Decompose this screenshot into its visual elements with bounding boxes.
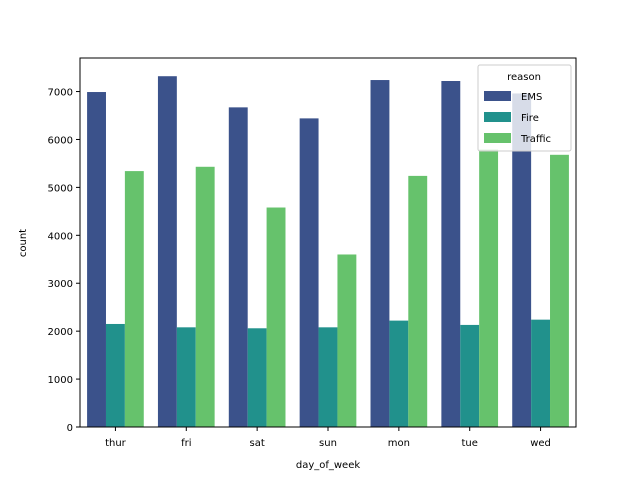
bar-fire-sun bbox=[318, 327, 338, 427]
bar-ems-fri bbox=[157, 76, 177, 427]
x-tick-label-sun: sun bbox=[319, 438, 337, 449]
bar-traffic-wed bbox=[550, 154, 569, 427]
bar-ems-sat bbox=[228, 107, 248, 427]
y-tick-label: 7000 bbox=[48, 88, 73, 99]
bar-traffic-sat bbox=[266, 207, 286, 427]
legend-label-traffic: Traffic bbox=[520, 134, 551, 145]
x-tick-label-wed: wed bbox=[530, 438, 551, 449]
x-tick-label-tue: tue bbox=[462, 438, 478, 449]
bar-traffic-tue bbox=[479, 149, 499, 427]
x-tick-label-sat: sat bbox=[250, 438, 265, 449]
y-axis-label: count bbox=[18, 229, 29, 257]
x-axis-label: day_of_week bbox=[296, 460, 361, 471]
y-tick-label: 1000 bbox=[48, 375, 73, 386]
legend: reason EMS Fire Traffic bbox=[477, 64, 572, 152]
bar-traffic-sun bbox=[337, 254, 357, 427]
bar-traffic-thur bbox=[124, 171, 144, 427]
bar-fire-sat bbox=[247, 328, 267, 427]
legend-label-ems: EMS bbox=[521, 92, 542, 103]
legend-swatch-traffic bbox=[484, 133, 511, 143]
bar-fire-mon bbox=[389, 320, 409, 427]
legend-frame bbox=[477, 64, 572, 152]
bar-fire-fri bbox=[176, 327, 196, 427]
bar-fire-wed bbox=[531, 319, 551, 427]
bar-traffic-mon bbox=[408, 175, 428, 427]
legend-swatch-ems bbox=[484, 91, 511, 101]
y-axis: 0 1000 2000 3000 4000 5000 6000 7000 bbox=[48, 88, 80, 434]
legend-label-fire: Fire bbox=[521, 113, 539, 124]
x-tick-label-mon: mon bbox=[388, 438, 410, 449]
y-tick-label: 0 bbox=[67, 423, 73, 434]
bars-layer bbox=[87, 76, 569, 428]
bar-ems-tue bbox=[441, 81, 461, 427]
legend-title: reason bbox=[507, 72, 541, 83]
y-tick-label: 2000 bbox=[48, 327, 73, 338]
y-tick-label: 5000 bbox=[48, 183, 73, 194]
bar-traffic-fri bbox=[195, 166, 215, 427]
legend-items: EMS Fire Traffic bbox=[484, 91, 551, 145]
legend-swatch-fire bbox=[484, 112, 511, 122]
x-tick-label-fri: fri bbox=[181, 438, 191, 449]
y-tick-label: 4000 bbox=[48, 231, 73, 242]
x-axis: thur fri sat sun mon tue wed bbox=[105, 427, 551, 449]
bar-ems-mon bbox=[370, 80, 390, 427]
bar-fire-tue bbox=[460, 324, 480, 427]
x-tick-label-thur: thur bbox=[105, 438, 127, 449]
y-tick-label: 6000 bbox=[48, 135, 73, 146]
y-tick-label: 3000 bbox=[48, 279, 73, 290]
bar-ems-sun bbox=[299, 118, 319, 427]
bar-fire-thur bbox=[105, 323, 125, 427]
bar-ems-wed bbox=[512, 93, 532, 427]
bar-ems-thur bbox=[87, 92, 106, 428]
